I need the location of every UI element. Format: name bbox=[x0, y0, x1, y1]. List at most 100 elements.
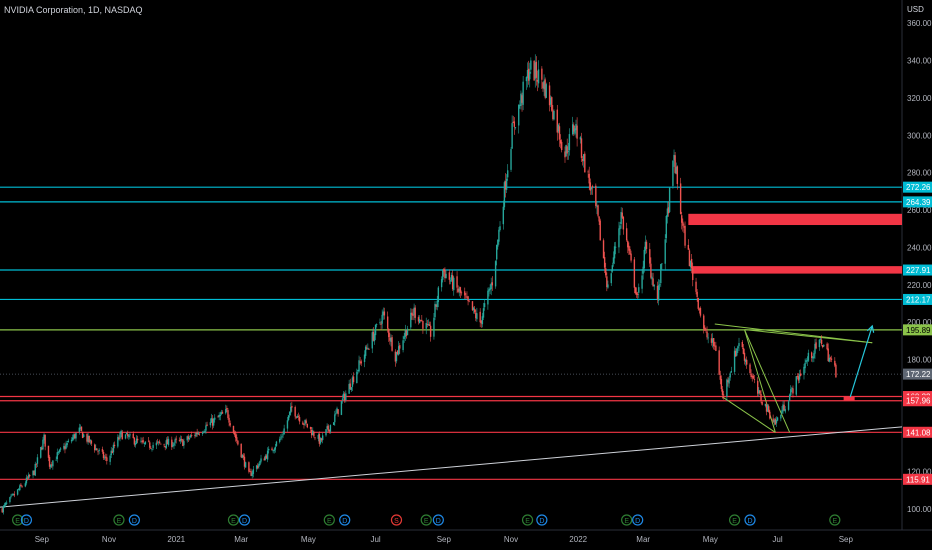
candle-body bbox=[34, 463, 36, 476]
candle-body bbox=[464, 291, 466, 296]
candle-body bbox=[136, 438, 139, 441]
event-marker-icon[interactable] bbox=[128, 514, 140, 526]
candle-body bbox=[306, 423, 308, 428]
y-tick-label: 100.00 bbox=[907, 505, 932, 514]
candle-body bbox=[128, 435, 130, 438]
candle-body bbox=[727, 380, 729, 383]
event-marker-icon[interactable] bbox=[420, 514, 432, 526]
candle-body bbox=[711, 338, 714, 343]
candle-body bbox=[363, 354, 366, 363]
candle-body bbox=[280, 437, 282, 439]
event-marker-label: E bbox=[15, 518, 20, 525]
candle-body bbox=[105, 456, 107, 458]
candle-body bbox=[244, 462, 247, 468]
event-marker-icon[interactable] bbox=[238, 514, 251, 526]
candle-body bbox=[101, 449, 104, 452]
candle-body bbox=[437, 287, 440, 303]
event-marker-icon[interactable] bbox=[339, 514, 351, 526]
candle-body bbox=[279, 438, 281, 442]
candle-body bbox=[482, 308, 485, 318]
event-marker-label: E bbox=[525, 518, 530, 525]
candle-body bbox=[391, 337, 393, 351]
event-marker-icon[interactable] bbox=[390, 514, 403, 526]
candle-body bbox=[575, 123, 577, 131]
supply-zone[interactable] bbox=[843, 396, 855, 401]
candle-body bbox=[620, 211, 622, 224]
candle-body bbox=[558, 126, 561, 140]
trendline[interactable] bbox=[0, 426, 903, 508]
candle-body bbox=[174, 439, 176, 443]
candle-body bbox=[676, 166, 679, 184]
candle-body bbox=[764, 403, 767, 406]
candle-body bbox=[645, 241, 648, 249]
candle-body bbox=[426, 324, 429, 325]
event-marker-icon[interactable] bbox=[432, 514, 444, 526]
candle-body bbox=[143, 443, 145, 444]
candle-body bbox=[303, 424, 305, 426]
candle-body bbox=[242, 455, 245, 458]
trendline[interactable] bbox=[744, 329, 791, 433]
event-marker-label: D bbox=[436, 518, 441, 525]
event-marker-icon[interactable] bbox=[323, 514, 335, 526]
candle-body bbox=[405, 329, 408, 336]
candle-body bbox=[81, 431, 84, 439]
candle-body bbox=[125, 432, 128, 435]
candle-body bbox=[564, 151, 566, 158]
price-label-bg bbox=[903, 264, 932, 276]
candle-body bbox=[596, 205, 598, 207]
candle-body bbox=[64, 446, 66, 450]
trendline[interactable] bbox=[744, 329, 776, 433]
candle-body bbox=[450, 274, 453, 281]
candle-body bbox=[345, 393, 347, 401]
candle-body bbox=[533, 60, 535, 81]
supply-zone[interactable] bbox=[691, 266, 902, 274]
candle-body bbox=[718, 350, 720, 375]
candle-body bbox=[196, 432, 198, 435]
candle-body bbox=[117, 436, 119, 447]
event-marker-icon[interactable] bbox=[744, 514, 756, 526]
candle-body bbox=[2, 506, 5, 513]
event-marker-icon[interactable] bbox=[728, 514, 741, 526]
candle-body bbox=[687, 244, 690, 250]
event-marker-icon[interactable] bbox=[632, 514, 644, 526]
event-marker-icon[interactable] bbox=[227, 514, 240, 526]
x-tick-label: Nov bbox=[504, 535, 518, 544]
candle-body bbox=[652, 278, 654, 287]
candle-body bbox=[179, 438, 182, 442]
candle-body bbox=[259, 461, 261, 465]
candle-body bbox=[198, 433, 201, 435]
event-marker-icon[interactable] bbox=[113, 514, 125, 526]
supply-zone[interactable] bbox=[688, 213, 902, 226]
event-marker-icon[interactable] bbox=[829, 514, 841, 526]
candle-body bbox=[383, 311, 386, 316]
candle-body bbox=[183, 441, 185, 446]
candle-body bbox=[649, 249, 651, 264]
event-marker-icon[interactable] bbox=[621, 514, 633, 526]
event-marker-icon[interactable] bbox=[536, 514, 548, 526]
candle-body bbox=[382, 311, 384, 316]
candle-body bbox=[744, 359, 747, 363]
event-marker-icon[interactable] bbox=[20, 514, 33, 526]
candle-body bbox=[418, 319, 421, 324]
candle-body bbox=[630, 253, 632, 261]
trendline[interactable] bbox=[714, 323, 873, 344]
candle-body bbox=[660, 264, 662, 284]
candle-body bbox=[205, 425, 207, 431]
event-marker-icon[interactable] bbox=[521, 514, 534, 526]
event-marker-icon[interactable] bbox=[12, 514, 24, 526]
candle-body bbox=[603, 257, 606, 268]
currency-label: USD bbox=[907, 5, 924, 14]
projection-arrow[interactable] bbox=[849, 325, 873, 398]
candle-body bbox=[792, 388, 794, 394]
trendline[interactable] bbox=[722, 396, 776, 433]
candle-body bbox=[80, 426, 83, 431]
candle-body bbox=[319, 437, 322, 444]
candle-body bbox=[781, 410, 783, 414]
candle-body bbox=[537, 69, 540, 84]
candle-body bbox=[751, 375, 753, 377]
candle-body bbox=[742, 348, 745, 354]
candle-body bbox=[720, 378, 723, 390]
candle-body bbox=[260, 458, 262, 462]
event-marker-label: D bbox=[342, 518, 347, 525]
